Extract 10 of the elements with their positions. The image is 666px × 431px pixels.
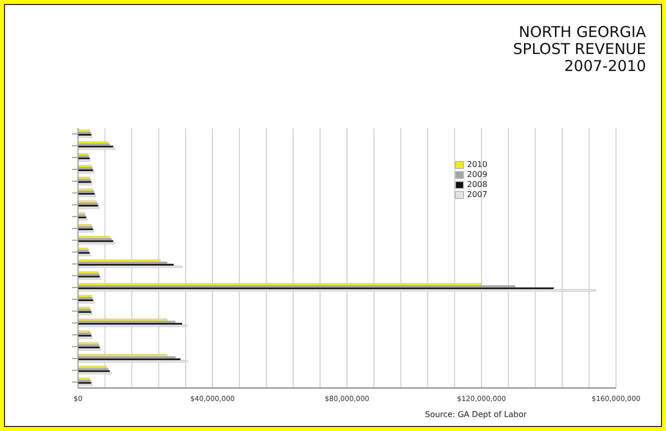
bar	[78, 360, 188, 363]
bar	[78, 266, 182, 268]
chart-title: NORTH GEORGIA SPLOST REVENUE 2007-2010	[513, 23, 646, 75]
bar	[78, 289, 596, 292]
legend-label: 2008	[467, 180, 488, 190]
legend-label: 2009	[467, 170, 488, 180]
legend-label: 2010	[467, 160, 488, 170]
source-note: Source: GA Dept of Labor	[425, 410, 527, 419]
legend-label: 2007	[467, 190, 488, 200]
bar	[78, 324, 188, 328]
